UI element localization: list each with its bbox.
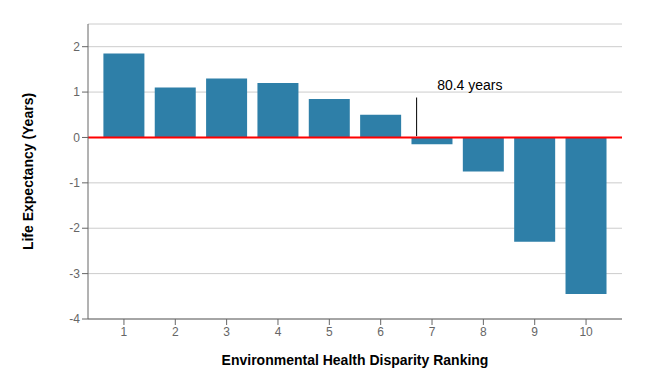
svg-text:0: 0 bbox=[73, 131, 80, 145]
svg-text:4: 4 bbox=[275, 325, 282, 339]
svg-text:Environmental Health Disparity: Environmental Health Disparity Ranking bbox=[222, 352, 489, 368]
svg-text:-2: -2 bbox=[69, 221, 80, 235]
svg-text:1: 1 bbox=[73, 85, 80, 99]
svg-text:3: 3 bbox=[223, 325, 230, 339]
svg-text:Life Expectancy (Years): Life Expectancy (Years) bbox=[20, 93, 36, 250]
svg-text:10: 10 bbox=[579, 325, 593, 339]
svg-text:2: 2 bbox=[73, 40, 80, 54]
svg-text:80.4 years: 80.4 years bbox=[437, 77, 502, 93]
svg-text:8: 8 bbox=[480, 325, 487, 339]
svg-text:-1: -1 bbox=[69, 176, 80, 190]
svg-text:1: 1 bbox=[121, 325, 128, 339]
svg-text:-3: -3 bbox=[69, 267, 80, 281]
svg-text:7: 7 bbox=[429, 325, 436, 339]
svg-text:-4: -4 bbox=[69, 312, 80, 326]
svg-text:2: 2 bbox=[172, 325, 179, 339]
svg-text:9: 9 bbox=[531, 325, 538, 339]
svg-text:5: 5 bbox=[326, 325, 333, 339]
svg-text:6: 6 bbox=[377, 325, 384, 339]
